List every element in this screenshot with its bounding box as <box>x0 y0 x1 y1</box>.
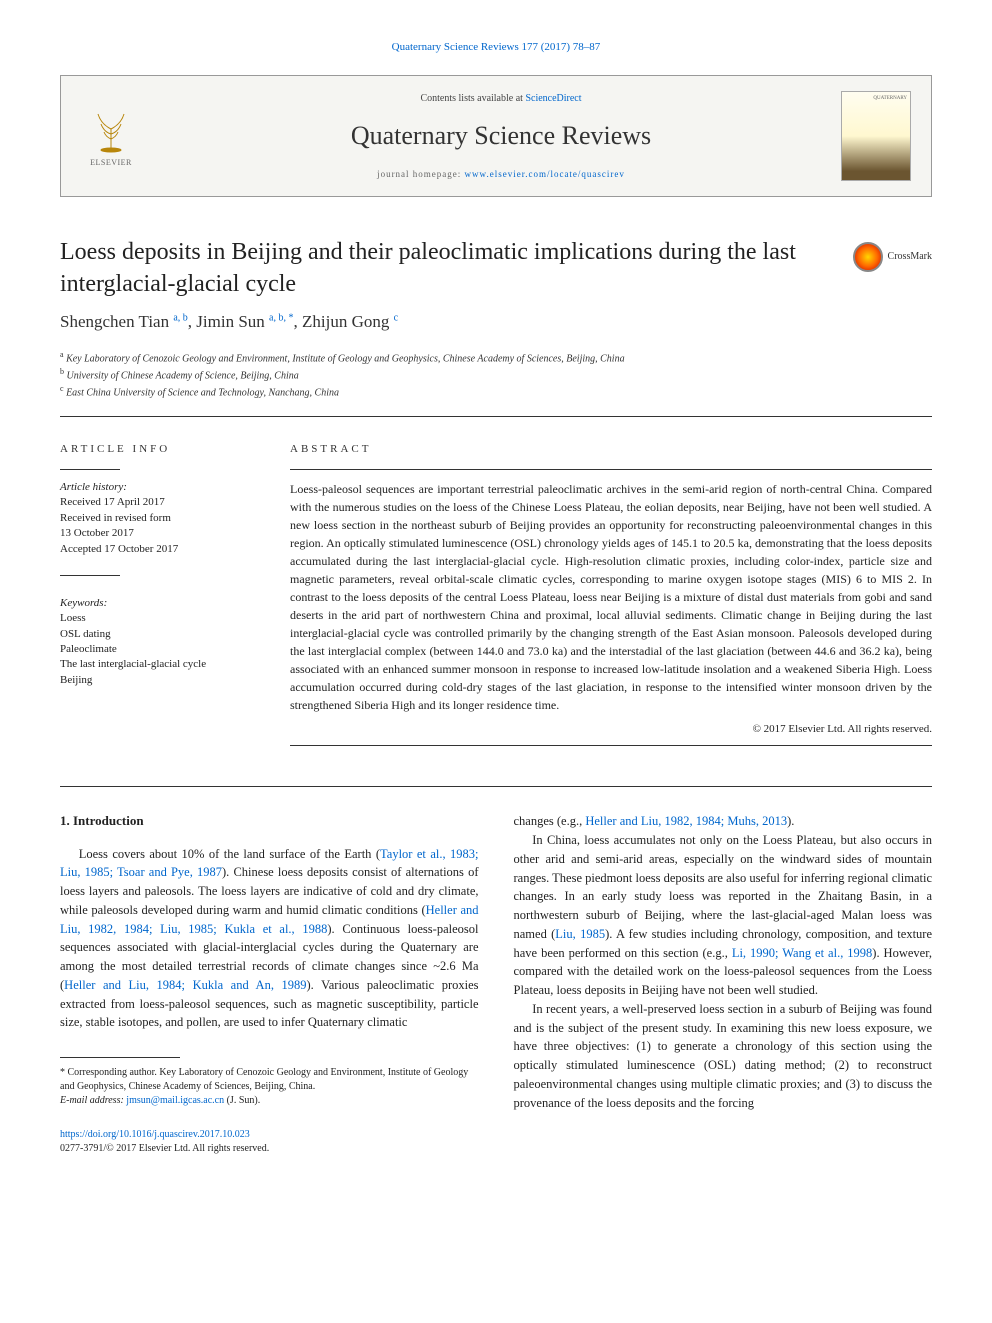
body-paragraph: In China, loess accumulates not only on … <box>514 831 933 1000</box>
subdivider <box>290 469 932 470</box>
corresponding-email: E-mail address: jmsun@mail.igcas.ac.cn (… <box>60 1094 479 1108</box>
affiliation: East China University of Science and Tec… <box>66 388 339 399</box>
footer-block: https://doi.org/10.1016/j.quascirev.2017… <box>60 1128 479 1156</box>
journal-reference: Quaternary Science Reviews 177 (2017) 78… <box>60 40 932 55</box>
article-info-heading: ARTICLE INFO <box>60 442 250 457</box>
homepage-link[interactable]: www.elsevier.com/locate/quascirev <box>465 169 625 179</box>
abstract: ABSTRACT Loess-paleosol sequences are im… <box>290 442 932 757</box>
corresponding-author: * Corresponding author. Key Laboratory o… <box>60 1066 479 1094</box>
keyword: The last interglacial-glacial cycle <box>60 657 250 672</box>
history-item: Received in revised form <box>60 511 250 526</box>
cover-label: QUATERNARY <box>873 95 907 102</box>
email-who: (J. Sun). <box>224 1095 260 1106</box>
subdivider <box>60 469 120 470</box>
aff-label: c <box>60 384 64 393</box>
citation-link[interactable]: Liu, 1985 <box>555 927 605 941</box>
history-item: Received 17 April 2017 <box>60 495 250 510</box>
footnote-divider <box>60 1057 180 1058</box>
section-heading: 1. Introduction <box>60 812 479 830</box>
authors: Shengchen Tian a, b, Jimin Sun a, b, *, … <box>60 310 932 334</box>
subdivider <box>290 745 932 746</box>
affiliations: a Key Laboratory of Cenozoic Geology and… <box>60 349 932 401</box>
elsevier-logo: ELSEVIER <box>81 101 141 171</box>
citation-link[interactable]: Heller and Liu, 1984; Kukla and An, 1989 <box>64 978 306 992</box>
history-item: 13 October 2017 <box>60 526 250 541</box>
contents-text: Contents lists available at <box>420 93 525 104</box>
email-link[interactable]: jmsun@mail.igcas.ac.cn <box>126 1095 224 1106</box>
journal-homepage: journal homepage: www.elsevier.com/locat… <box>161 168 841 181</box>
subdivider <box>60 575 120 576</box>
homepage-label: journal homepage: <box>377 169 464 179</box>
affiliation: Key Laboratory of Cenozoic Geology and E… <box>66 353 625 364</box>
crossmark-widget[interactable]: CrossMark <box>853 242 932 272</box>
article-info: ARTICLE INFO Article history: Received 1… <box>60 442 250 757</box>
body-paragraph: changes (e.g., Heller and Liu, 1982, 198… <box>514 812 933 831</box>
email-label: E-mail address: <box>60 1095 126 1106</box>
aff-label: a <box>60 350 64 359</box>
body-column-left: 1. Introduction Loess covers about 10% o… <box>60 812 479 1156</box>
sciencedirect-link[interactable]: ScienceDirect <box>525 93 581 104</box>
journal-name: Quaternary Science Reviews <box>161 118 841 154</box>
keyword: Loess <box>60 611 250 626</box>
contents-available: Contents lists available at ScienceDirec… <box>161 92 841 106</box>
body-column-right: changes (e.g., Heller and Liu, 1982, 198… <box>514 812 933 1156</box>
aff-label: b <box>60 367 64 376</box>
citation-link[interactable]: Li, 1990; Wang et al., 1998 <box>732 946 872 960</box>
copyright: © 2017 Elsevier Ltd. All rights reserved… <box>290 722 932 737</box>
text-run: In China, loess accumulates not only on … <box>514 833 933 941</box>
body-columns: 1. Introduction Loess covers about 10% o… <box>60 812 932 1156</box>
text-run: changes (e.g., <box>514 814 586 828</box>
journal-cover-thumbnail: QUATERNARY <box>841 91 911 181</box>
keywords-label: Keywords: <box>60 596 250 611</box>
text-run: ). <box>787 814 794 828</box>
history-item: Accepted 17 October 2017 <box>60 542 250 557</box>
keyword: Beijing <box>60 673 250 688</box>
doi-link[interactable]: https://doi.org/10.1016/j.quascirev.2017… <box>60 1128 479 1142</box>
crossmark-label: CrossMark <box>888 250 932 264</box>
citation-link[interactable]: Heller and Liu, 1982, 1984; Muhs, 2013 <box>585 814 787 828</box>
publisher-name: ELSEVIER <box>90 157 132 168</box>
history-label: Article history: <box>60 480 250 495</box>
keyword: Paleoclimate <box>60 642 250 657</box>
keyword: OSL dating <box>60 627 250 642</box>
affiliation: University of Chinese Academy of Science… <box>67 370 299 381</box>
abstract-text: Loess-paleosol sequences are important t… <box>290 480 932 714</box>
journal-header: ELSEVIER Contents lists available at Sci… <box>60 75 932 197</box>
abstract-heading: ABSTRACT <box>290 442 932 457</box>
body-paragraph: In recent years, a well-preserved loess … <box>514 1000 933 1113</box>
article-title: Loess deposits in Beijing and their pale… <box>60 237 833 299</box>
divider <box>60 416 932 417</box>
divider <box>60 786 932 787</box>
issn-copyright: 0277-3791/© 2017 Elsevier Ltd. All right… <box>60 1142 479 1156</box>
text-run: Loess covers about 10% of the land surfa… <box>79 847 380 861</box>
crossmark-icon <box>853 242 883 272</box>
body-paragraph: Loess covers about 10% of the land surfa… <box>60 845 479 1033</box>
